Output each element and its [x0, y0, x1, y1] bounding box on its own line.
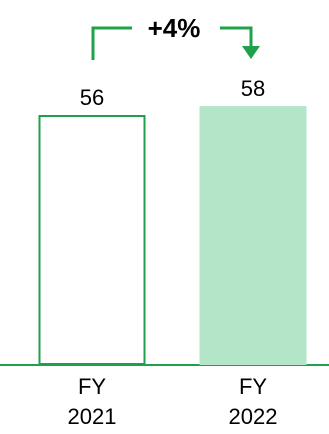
category-label-fy2021-line2: 2021: [68, 404, 117, 429]
bar-fy2021: [38, 115, 146, 365]
category-label-fy2022-line2: 2022: [229, 404, 278, 429]
change-arrow-head: [242, 46, 260, 59]
change-bracket-left: [91, 26, 132, 60]
value-label-fy2021: 56: [80, 85, 104, 110]
category-label-fy2022-line1: FY: [239, 374, 267, 399]
change-percentage-label: +4%: [148, 13, 201, 43]
category-label-fy2021-line1: FY: [78, 374, 106, 399]
bar-fy2022: [199, 106, 307, 366]
change-bracket-right: [220, 26, 253, 47]
value-label-fy2022: 58: [241, 76, 265, 101]
